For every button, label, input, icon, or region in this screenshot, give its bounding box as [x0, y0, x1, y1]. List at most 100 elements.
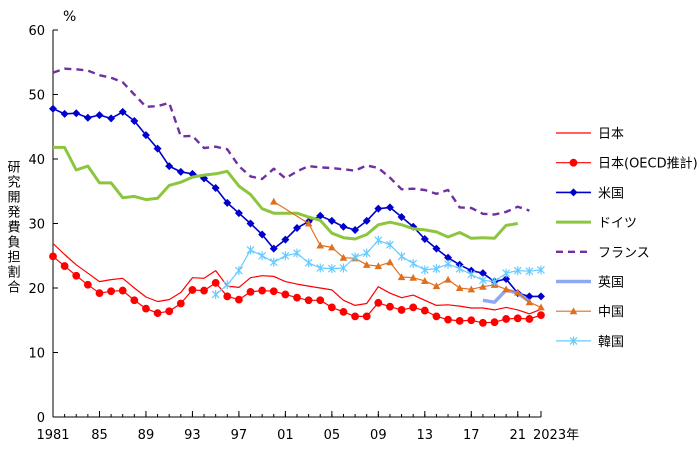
legend-label: 英国 — [598, 276, 624, 291]
data-point — [304, 219, 313, 227]
data-point — [95, 111, 104, 120]
data-point — [60, 262, 69, 270]
data-point — [49, 252, 57, 261]
data-point — [386, 302, 394, 311]
data-point — [223, 292, 232, 301]
data-point — [95, 289, 104, 298]
data-point — [293, 224, 301, 233]
data-point — [339, 307, 348, 316]
y-tick-label: 60 — [28, 24, 45, 39]
data-point — [420, 306, 429, 315]
data-point — [479, 282, 487, 290]
legend-marker — [569, 336, 578, 346]
data-point — [502, 268, 511, 278]
data-point — [397, 213, 406, 222]
y-tick-label: 30 — [28, 218, 45, 233]
data-point — [107, 287, 115, 296]
data-point — [502, 285, 510, 293]
data-point — [281, 251, 290, 261]
legend-label: 韓国 — [598, 335, 624, 350]
data-point — [537, 265, 545, 275]
data-point — [130, 116, 139, 125]
y-tick-label: 40 — [28, 153, 45, 168]
legend-label: 日本(OECD推計) — [598, 156, 698, 172]
data-point — [281, 235, 290, 244]
x-tick-label: 2023年 — [533, 428, 579, 443]
data-point — [339, 253, 348, 261]
data-point — [142, 304, 150, 313]
data-point — [304, 296, 313, 305]
data-point — [188, 286, 197, 294]
x-tick-label: 85 — [91, 428, 108, 443]
data-point — [409, 258, 418, 268]
data-point — [316, 241, 325, 249]
x-tick-label: 17 — [463, 428, 480, 443]
data-point — [107, 114, 116, 123]
data-point — [269, 257, 278, 267]
data-point — [525, 298, 534, 306]
data-point — [409, 303, 418, 312]
series-line — [52, 67, 530, 216]
data-point — [397, 251, 406, 261]
data-point — [316, 211, 325, 220]
data-point — [60, 109, 69, 118]
data-point — [537, 303, 545, 311]
data-point — [200, 286, 208, 295]
data-point — [386, 240, 394, 250]
series-line — [273, 201, 542, 308]
data-point — [211, 289, 220, 299]
series-line — [53, 145, 519, 241]
data-point — [444, 315, 452, 324]
data-point — [246, 287, 255, 296]
data-point — [455, 316, 464, 325]
data-point — [513, 288, 522, 296]
data-point — [537, 292, 545, 301]
x-tick-label: 93 — [184, 428, 201, 443]
data-point — [455, 264, 464, 274]
y-tick-label: 0 — [37, 411, 45, 426]
legend-marker — [569, 307, 578, 315]
data-point — [327, 216, 336, 225]
data-point — [444, 275, 452, 283]
y-axis-title: 研究開発費負担割合 — [5, 160, 21, 295]
data-point — [176, 167, 185, 176]
data-point — [432, 312, 441, 321]
data-point — [258, 251, 267, 261]
data-point — [293, 248, 301, 258]
data-point — [432, 244, 441, 253]
legend-marker — [569, 188, 578, 197]
x-tick-label: 89 — [138, 428, 155, 443]
data-point — [153, 144, 162, 153]
data-point — [420, 265, 429, 275]
data-point — [153, 309, 162, 318]
legend-label: ドイツ — [598, 216, 637, 231]
y-unit-label: % — [63, 9, 76, 25]
y-tick-label: 20 — [28, 282, 45, 297]
x-tick-label: 21 — [509, 428, 526, 443]
data-point — [467, 285, 476, 293]
data-point — [223, 280, 232, 290]
data-point — [351, 252, 360, 262]
data-point — [258, 286, 267, 295]
legend-label: 日本 — [598, 127, 624, 142]
data-point — [374, 298, 383, 307]
data-point — [467, 316, 476, 325]
data-point — [362, 260, 371, 268]
data-point — [432, 264, 441, 274]
data-point — [49, 104, 57, 113]
x-tick-label: 05 — [324, 428, 341, 443]
data-point — [478, 275, 487, 285]
data-point — [293, 293, 301, 302]
data-point — [118, 107, 127, 116]
data-point — [455, 284, 464, 292]
data-point — [316, 296, 325, 305]
plot-area: 0 10 20 30 40 50 60 1981 85 89 93 97 01 05 09 13 17 21 202… — [28, 24, 579, 443]
data-point — [385, 203, 394, 212]
data-point — [235, 295, 243, 304]
data-point — [513, 314, 522, 323]
legend-label: 中国 — [598, 305, 624, 320]
data-point — [269, 197, 278, 205]
data-point — [362, 312, 371, 321]
